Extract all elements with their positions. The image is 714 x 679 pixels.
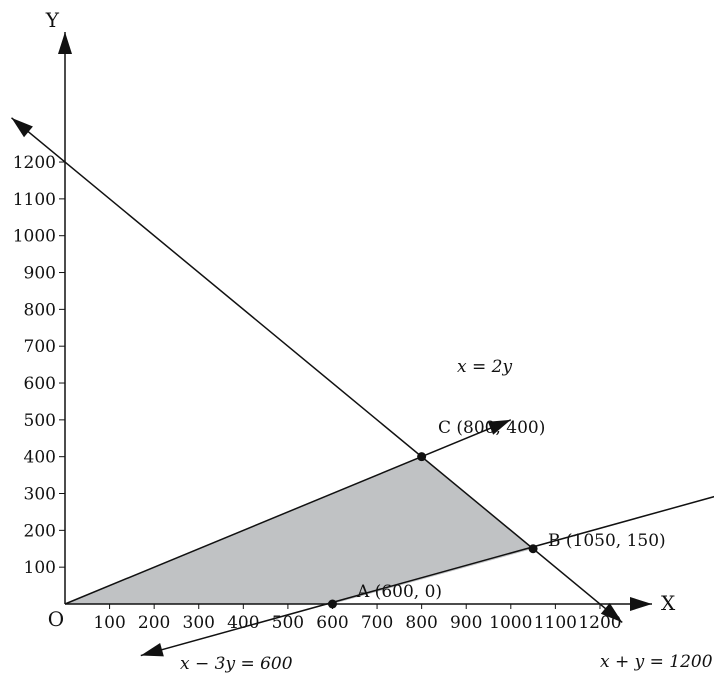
y-tick-label: 900 <box>24 264 56 284</box>
point-b <box>528 544 538 554</box>
point-c <box>417 452 427 462</box>
y-tick-label: 800 <box>24 300 56 320</box>
y-tick-label: 400 <box>24 448 56 468</box>
point-b-label: B (1050, 150) <box>548 531 666 551</box>
line-arrow-icon <box>140 642 164 657</box>
x-tick-label: 900 <box>450 613 482 633</box>
x-tick-label: 800 <box>405 613 437 633</box>
origin-label: O <box>48 607 64 631</box>
point-a-label: A (600, 0) <box>356 582 442 602</box>
x-tick-label: 100 <box>93 613 125 633</box>
line-x-plus-y <box>11 117 623 623</box>
y-tick-label: 500 <box>24 411 56 431</box>
equation-label-x-minus-3y: x − 3y = 600 <box>180 654 293 674</box>
y-tick-label: 1100 <box>13 190 56 210</box>
y-axis-label: Y <box>45 8 60 32</box>
x-tick-label: 200 <box>138 613 170 633</box>
x-tick-label: 300 <box>183 613 215 633</box>
x-axis-label: X <box>661 591 676 615</box>
y-tick-label: 200 <box>24 521 56 541</box>
x-tick-label: 1100 <box>534 613 577 633</box>
x-tick-label: 500 <box>272 613 304 633</box>
y-axis-arrow-icon <box>58 32 72 54</box>
x-axis-arrow-icon <box>630 597 652 611</box>
line-x-eq-2y <box>64 419 512 605</box>
equation-label-x-eq-2y: x = 2y <box>457 357 512 377</box>
y-tick-label: 700 <box>24 337 56 357</box>
y-tick-label: 100 <box>24 558 56 578</box>
x-tick-label: 700 <box>361 613 393 633</box>
point-a <box>327 599 337 609</box>
equation-label-x-plus-y: x + y = 1200 <box>600 652 713 672</box>
point-c-label: C (800, 400) <box>438 418 545 438</box>
x-tick-label: 600 <box>316 613 348 633</box>
y-tick-label: 600 <box>24 374 56 394</box>
line-arrow-icon <box>487 419 511 435</box>
line-arrow-icon <box>600 603 623 623</box>
line-arrow-icon <box>11 117 33 138</box>
y-tick-label: 1200 <box>13 153 56 173</box>
x-tick-label: 400 <box>227 613 259 633</box>
x-tick-label: 1200 <box>578 613 621 633</box>
line-x-minus-3y <box>140 495 714 657</box>
x-tick-label: 1000 <box>489 613 532 633</box>
y-tick-label: 1000 <box>13 227 56 247</box>
y-tick-label: 300 <box>24 485 56 505</box>
feasible-region <box>65 456 534 604</box>
